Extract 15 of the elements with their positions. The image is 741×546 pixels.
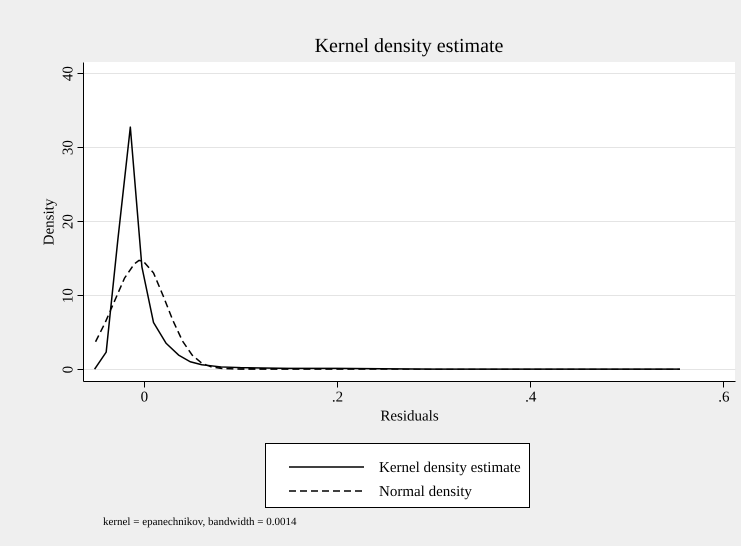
y-tick-label: 20 — [60, 214, 76, 230]
y-tick-label: 40 — [60, 66, 76, 82]
text: kernel = epanechnikov, bandwidth = 0.0014 — [103, 516, 296, 528]
y-tick-label: 0 — [60, 366, 76, 374]
y-tick-label: 10 — [60, 288, 76, 304]
x-tick-label: .2 — [332, 390, 344, 406]
chart-title: Kernel density estimate — [314, 35, 504, 57]
x-tick-label: .4 — [525, 390, 537, 406]
x-tick-label: 0 — [140, 390, 148, 406]
x-tick-label: .6 — [718, 390, 730, 406]
legend-label: Kernel density estimate — [379, 460, 521, 476]
y-axis-title: Density — [42, 198, 58, 246]
x-axis-title: Residuals — [380, 408, 439, 424]
legend-label: Normal density — [379, 484, 472, 500]
y-tick-label: 30 — [60, 140, 76, 156]
